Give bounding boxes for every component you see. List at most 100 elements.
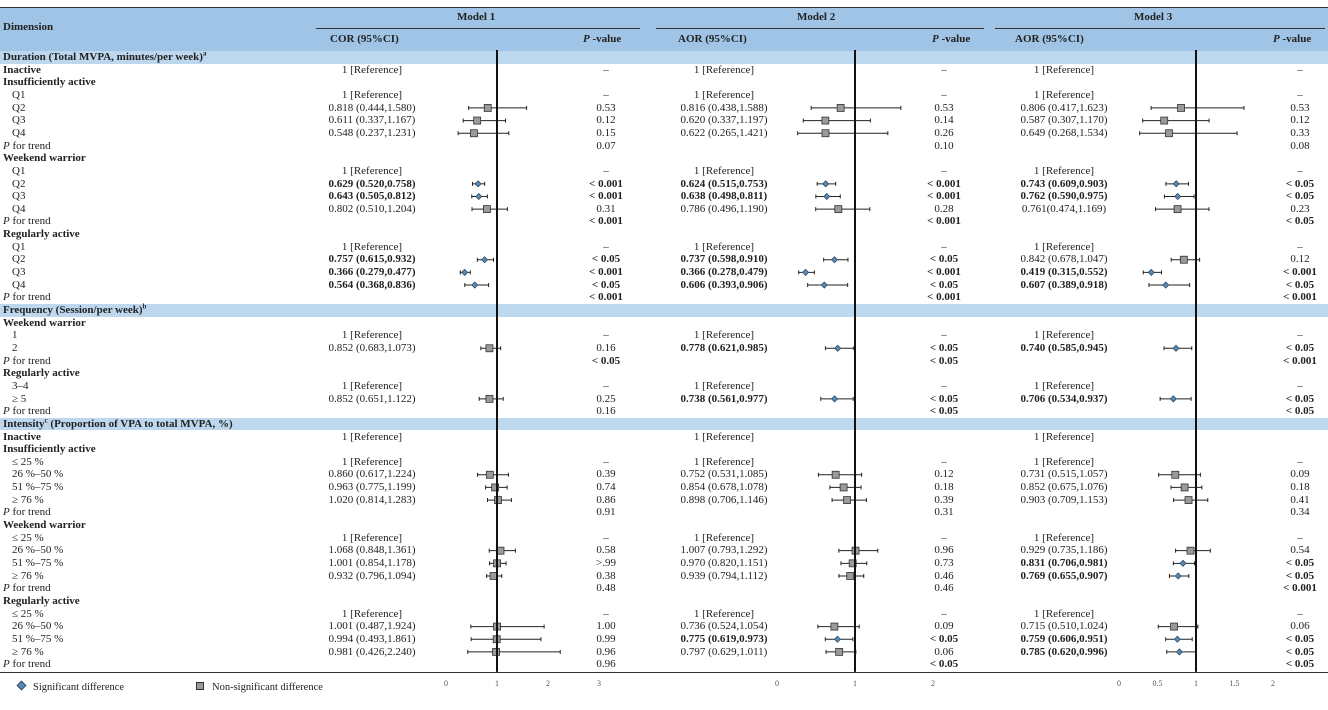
non-significant-point xyxy=(483,104,492,112)
p-symbol: P xyxy=(3,658,10,671)
model-3-estimate: 0.831 (0.706,0.981) xyxy=(1020,557,1108,569)
forest-mark xyxy=(1139,129,1238,138)
forest-mark xyxy=(476,470,509,479)
non-significant-point xyxy=(1170,622,1178,631)
model-2-p-value: < 0.05 xyxy=(929,405,959,418)
table-row: Q3 0.366 (0.279,0.477) < 0.001 0.366 (0.278… xyxy=(0,266,1328,279)
forest-mark xyxy=(470,635,542,644)
model-1-p-value: 0.16 xyxy=(596,405,616,418)
trend-label: P for trend xyxy=(3,658,51,671)
non-significant-point xyxy=(1184,496,1193,504)
model-3-estimate: 0.740 (0.585,0.945) xyxy=(1020,341,1108,354)
model-1-p-value: < 0.001 xyxy=(589,215,623,228)
table-row: Q3 0.643 (0.505,0.812) < 0.001 0.638 (0.498… xyxy=(0,190,1328,203)
model-2-p-value: < 0.001 xyxy=(927,215,961,228)
model-2-p-value: < 0.05 xyxy=(929,341,959,354)
section-row: Intensityc (Proportion of VPA to total M… xyxy=(0,417,1328,431)
model-1-estimate: 0.564 (0.368,0.836) xyxy=(328,278,416,291)
table-row: Q1 1 [Reference] – 1 [Reference] – 1 [Referen… xyxy=(0,165,1328,178)
model-2-p-value: < 0.05 xyxy=(929,278,959,291)
row-label: 26 %–50 % xyxy=(12,544,64,557)
model-1-estimate: 0.852 (0.683,1.073) xyxy=(328,341,416,354)
forest-mark xyxy=(1157,622,1199,631)
model-1-p-value: 0.74 xyxy=(596,481,616,494)
non-significant-point xyxy=(489,572,498,580)
trend-text: for trend xyxy=(9,658,51,671)
model-1-estimate: 0.994 (0.493,1.861) xyxy=(328,632,416,645)
model-3-p-value: < 0.05 xyxy=(1285,645,1315,658)
model-2-estimate: 0.736 (0.524,1.054) xyxy=(680,620,768,633)
model-3-estimate: 0.587 (0.307,1.170) xyxy=(1020,114,1108,127)
row-label: 51 %–75 % xyxy=(12,481,64,494)
trend-label: P for trend xyxy=(3,215,51,228)
axis-tick-label: 3 xyxy=(597,679,601,688)
table-row: Q2 0.757 (0.615,0.932) < 0.05 0.737 (0.598,… xyxy=(0,253,1328,266)
model-3-p-value: < 0.05 xyxy=(1285,278,1315,291)
model-1-estimate: 0.860 (0.617,1.224) xyxy=(328,468,416,481)
forest-mark xyxy=(472,180,486,188)
model-3-estimate: 0.769 (0.655,0.907) xyxy=(1020,569,1108,582)
model-2-p-value: 0.18 xyxy=(934,481,954,494)
model-2-p-value: 0.46 xyxy=(934,569,954,582)
model-1-p-value: – xyxy=(603,329,609,342)
forest-mark xyxy=(815,192,841,201)
table-bottom-rule xyxy=(0,672,1328,673)
trend-row: P for trend < 0.001 < 0.001 < 0.05 xyxy=(0,215,1328,228)
forest-mark xyxy=(1172,559,1196,567)
model-2-p-value: 0.14 xyxy=(934,114,954,127)
table-row: 51 %–75 % 0.963 (0.775,1.199) 0.74 0.854 (0… xyxy=(0,481,1328,494)
model-3-p-value: – xyxy=(1297,379,1303,392)
model-1-p-header: P -value xyxy=(583,33,622,45)
model-3-p-value: < 0.05 xyxy=(1285,177,1315,190)
model-1-p-value: – xyxy=(603,531,609,544)
model-1-estimate: 0.757 (0.615,0.932) xyxy=(328,253,416,266)
row-label: 1 xyxy=(12,329,18,342)
model-2-estimate: 0.624 (0.515,0.753) xyxy=(680,177,768,190)
model-3-estimate: 0.607 (0.389,0.918) xyxy=(1020,278,1108,291)
axis-tick-label: 2 xyxy=(546,679,550,688)
model-3-estimate: 0.762 (0.590,0.975) xyxy=(1020,190,1108,203)
model-2-p-value: < 0.05 xyxy=(929,658,959,671)
forest-mark xyxy=(1165,635,1193,643)
table-row: ≥ 76 % 0.981 (0.426,2.240) 0.96 0.797 (0.62… xyxy=(0,646,1328,659)
row-label: ≥ 76 % xyxy=(12,569,44,582)
axis-tick-label: 1 xyxy=(853,679,857,688)
model-2-p-value: < 0.001 xyxy=(927,291,961,304)
row-label: Regularly active xyxy=(3,228,80,241)
section-row: Frequency (Session/per week)b xyxy=(0,303,1328,317)
row-label: Weekend warrior xyxy=(3,519,86,532)
trend-text: for trend xyxy=(9,582,51,595)
table-row: 51 %–75 % 0.994 (0.493,1.861) 0.99 0.775 (0… xyxy=(0,633,1328,646)
model-3-estimate: 0.649 (0.268,1.534) xyxy=(1020,126,1108,139)
model-2-p-value: – xyxy=(941,88,947,101)
trend-row: P for trend 0.48 0.46 < 0.001 xyxy=(0,582,1328,595)
model-2-p-value: – xyxy=(941,63,947,76)
model-1-p-value: 0.99 xyxy=(596,632,616,645)
model-2-estimate: 0.752 (0.531,1.085) xyxy=(680,468,768,481)
row-label: Q3 xyxy=(12,266,26,279)
axis-tick-label: 2 xyxy=(1271,679,1275,688)
model-1-p-value: 0.15 xyxy=(596,126,616,139)
forest-mark xyxy=(1158,470,1201,479)
model-3-p-value: – xyxy=(1297,455,1303,468)
model-3-p-value: – xyxy=(1297,88,1303,101)
section-title: Frequency (Session/per week)b xyxy=(3,303,146,317)
row-label: 26 %–50 % xyxy=(12,468,64,481)
model-1-estimate: 0.981 (0.426,2.240) xyxy=(328,645,416,658)
significant-point xyxy=(475,192,483,201)
significant-point xyxy=(471,281,479,289)
significant-point xyxy=(1175,648,1184,656)
forest-mark xyxy=(815,205,871,214)
forest-mark xyxy=(1168,572,1190,580)
significant-point xyxy=(1169,395,1177,403)
row-label: ≤ 25 % xyxy=(12,455,44,468)
model-1-p-value: 0.25 xyxy=(596,392,616,405)
model-3-estimate: 0.759 (0.606,0.951) xyxy=(1020,632,1108,645)
row-label: Q1 xyxy=(12,88,26,101)
forest-mark xyxy=(1173,496,1209,504)
model-1-estimate: 1 [Reference] xyxy=(341,379,403,392)
model-1-p-value: 0.31 xyxy=(596,202,616,215)
model-2-p-value: < 0.05 xyxy=(929,392,959,405)
model-2-p-value: 0.96 xyxy=(934,544,954,557)
non-significant-point xyxy=(1180,483,1189,492)
